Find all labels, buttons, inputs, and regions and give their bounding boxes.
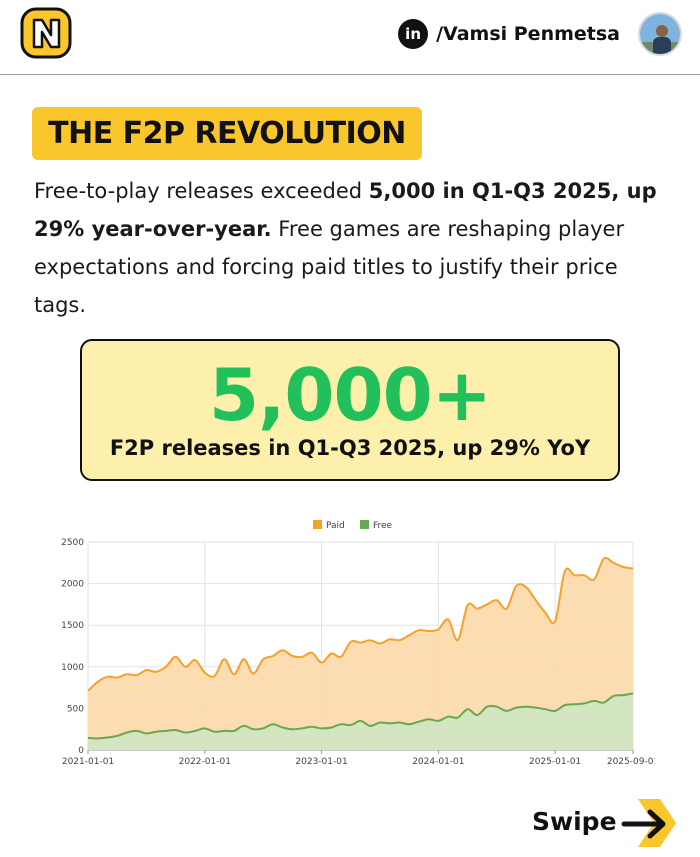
- paid-series-area: [88, 557, 633, 750]
- x-tick-label: 2025-09-01: [607, 757, 655, 767]
- header-bar: in /Vamsi Penmetsa: [0, 0, 700, 75]
- linkedin-icon: in: [398, 19, 429, 49]
- x-tick-label: 2024-01-01: [412, 757, 464, 767]
- chart-svg: 0 500 1000 1500 2000 2500 2021-01-01 2022-01-01…: [61, 520, 659, 767]
- intro-highlight: 5,000 in Q1-Q3 2025, up 29% year-over-ye…: [34, 179, 657, 241]
- swipe-button[interactable]: Swipe: [532, 797, 682, 849]
- paid-legend-swatch: [313, 520, 322, 529]
- y-tick-label: 500: [67, 704, 84, 714]
- releases-chart: 0 500 1000 1500 2000 2500 2021-01-01 2022-01-01…: [55, 510, 659, 775]
- avatar: [638, 12, 682, 56]
- x-tick-label: 2022-01-01: [179, 757, 231, 767]
- arrow-right-icon: [621, 799, 676, 847]
- intro-paragraph: Free-to-play releases exceeded 5,000 in …: [34, 172, 674, 324]
- y-tick-label: 1500: [61, 621, 84, 631]
- page-title: THE F2P REVOLUTION: [48, 116, 406, 151]
- x-tick-label: 2023-01-01: [295, 757, 347, 767]
- author-handle: /Vamsi Penmetsa: [436, 23, 620, 45]
- title-banner: THE F2P REVOLUTION: [32, 107, 422, 160]
- yellow-n-logo-icon: [20, 7, 72, 59]
- free-legend-label: Free: [373, 521, 393, 531]
- paid-series-line: [87, 556, 634, 692]
- stat-number: 5,000+: [208, 353, 492, 437]
- y-tick-label: 0: [78, 746, 84, 756]
- intro-text-1: Free-to-play releases exceeded: [34, 179, 369, 203]
- x-tick-label: 2021-01-01: [62, 757, 114, 767]
- swipe-label: Swipe: [532, 807, 617, 836]
- y-tick-label: 2500: [61, 538, 84, 548]
- free-legend-swatch: [360, 520, 369, 529]
- y-tick-label: 2000: [61, 580, 84, 590]
- stat-card: 5,000+ F2P releases in Q1-Q3 2025, up 29…: [80, 339, 620, 481]
- paid-legend-label: Paid: [326, 521, 345, 531]
- stat-caption: F2P releases in Q1-Q3 2025, up 29% YoY: [109, 436, 591, 460]
- free-series-line: [87, 692, 634, 740]
- y-tick-label: 1000: [61, 663, 84, 673]
- intro-text-2: Free games are reshaping player expectat…: [34, 217, 625, 317]
- x-tick-label: 2025-01-01: [529, 757, 581, 767]
- author-link[interactable]: in /Vamsi Penmetsa: [398, 18, 620, 50]
